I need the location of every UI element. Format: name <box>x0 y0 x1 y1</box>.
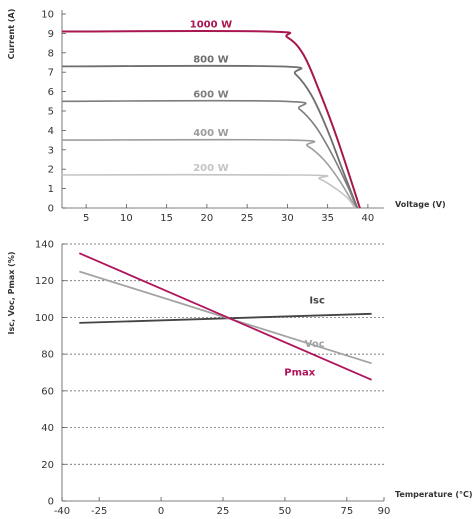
temp-y-tick-label: 20 <box>41 460 54 471</box>
temp-series-label-isc: Isc <box>309 296 325 307</box>
temp-x-tick-label: 50 <box>279 506 292 517</box>
iv-x-tick-label: 15 <box>160 213 173 224</box>
temp-y-axis-title: Isc, Voc, Pmax (%) <box>7 252 16 335</box>
temp-series-label-pmax: Pmax <box>284 367 315 378</box>
iv-x-axis-title: Voltage (V) <box>395 200 446 209</box>
iv-curve-chart: Current (A) Voltage (V) 0 1 2 3 4 5 6 7 8 9 10 5 10 1… <box>7 9 446 224</box>
iv-y-tick-label: 10 <box>41 10 54 21</box>
iv-x-tick-label: 40 <box>362 213 375 224</box>
iv-x-tick-label: 35 <box>321 213 334 224</box>
iv-y-tick-label: 2 <box>48 165 54 176</box>
iv-y-tick-label: 8 <box>48 48 54 59</box>
iv-series-label-600-w: 600 W <box>193 89 228 100</box>
temp-x-tick-label: 0 <box>158 506 164 517</box>
iv-series-line-200-w <box>61 173 356 209</box>
temp-y-tick-label: 140 <box>35 240 54 251</box>
temp-y-tick-label: 100 <box>35 313 54 324</box>
temp-ticks: 0 20 40 60 80 100 120 140 -40 -25 0 25 50 75 90 <box>35 240 390 518</box>
temp-x-tick-label: 90 <box>378 506 391 517</box>
iv-y-tick-label: 0 <box>48 204 54 215</box>
temp-x-tick-label: -40 <box>54 506 70 517</box>
iv-y-tick-label: 5 <box>48 107 54 118</box>
iv-y-tick-label: 4 <box>48 126 54 137</box>
temp-x-tick-label: 75 <box>340 506 353 517</box>
temp-grid <box>62 243 384 465</box>
iv-x-tick-label: 5 <box>83 213 89 224</box>
iv-y-tick-label: 3 <box>48 145 54 156</box>
iv-x-tick-label: 20 <box>201 213 214 224</box>
iv-series-line-1000-w <box>61 30 361 209</box>
iv-x-tick-label: 30 <box>281 213 294 224</box>
temp-series-label-voc: Voc <box>305 339 325 350</box>
iv-x-tick-label: 25 <box>241 213 254 224</box>
iv-series-label-200-w: 200 W <box>193 163 228 174</box>
temperature-chart: Isc, Voc, Pmax (%) Temperature (°C) 0 20 4… <box>7 240 473 518</box>
iv-x-tick-label: 10 <box>120 213 133 224</box>
iv-series-line-400-w <box>61 138 357 209</box>
temp-x-tick-label: 25 <box>217 506 230 517</box>
temp-y-tick-label: 80 <box>41 350 54 361</box>
temp-x-tick-label: -25 <box>91 506 107 517</box>
temp-series-group: Isc Voc Pmax <box>78 252 372 381</box>
iv-y-tick-label: 7 <box>48 68 54 79</box>
temp-x-axis-title: Temperature (°C) <box>395 490 473 499</box>
iv-series-label-400-w: 400 W <box>193 128 228 139</box>
iv-series-line-800-w <box>61 64 359 209</box>
temp-y-tick-label: 120 <box>35 276 54 287</box>
temp-y-tick-label: 40 <box>41 423 54 434</box>
temp-series-line-isc <box>79 312 372 324</box>
iv-y-tick-label: 6 <box>48 87 54 98</box>
iv-ticks: 0 1 2 3 4 5 6 7 8 9 10 5 10 15 20 25 30 35 40 <box>41 10 374 225</box>
temp-y-tick-label: 60 <box>41 386 54 397</box>
iv-series-label-1000-w: 1000 W <box>190 20 232 31</box>
iv-y-axis-title: Current (A) <box>7 9 16 60</box>
iv-series-group: 1000 W 800 W 600 W 400 W 200 W <box>61 20 361 209</box>
iv-series-label-800-w: 800 W <box>193 55 228 66</box>
temp-y-tick-label: 0 <box>48 497 54 508</box>
iv-series-line-600-w <box>61 99 358 209</box>
temp-series-line-pmax <box>78 252 372 381</box>
iv-y-tick-label: 9 <box>48 29 54 40</box>
iv-y-tick-label: 1 <box>48 184 54 195</box>
